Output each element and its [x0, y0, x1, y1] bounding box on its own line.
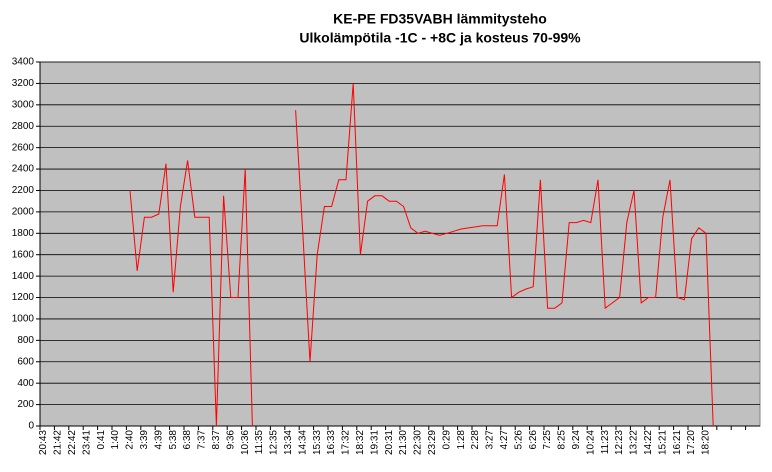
- x-tick-label: 11:23: [600, 430, 611, 455]
- x-tick-label: 18:20: [701, 430, 712, 455]
- x-tick-label: 21:30: [398, 430, 409, 455]
- x-tick-label: 3:39: [139, 430, 150, 450]
- x-tick-label: 12:35: [269, 430, 280, 455]
- x-tick-label: 0:29: [441, 430, 452, 450]
- x-tick-label: 22:30: [413, 430, 424, 455]
- x-tick-label: 11:35: [254, 430, 265, 455]
- x-tick-label: 0:41: [96, 430, 107, 450]
- x-tick-label: 2:28: [470, 430, 481, 450]
- y-tick-label: 200: [17, 399, 34, 410]
- x-tick-label: 21:42: [53, 430, 64, 455]
- y-tick-label: 0: [28, 421, 34, 432]
- y-tick-label: 2600: [12, 142, 35, 153]
- x-tick-label: 10:36: [240, 430, 251, 455]
- x-tick-label: 8:25: [557, 430, 568, 450]
- y-tick-label: 1000: [12, 314, 35, 325]
- x-tick-label: 8:37: [211, 430, 222, 450]
- x-tick-label: 9:36: [225, 430, 236, 450]
- y-tick-label: 2800: [12, 121, 35, 132]
- x-tick-label: 2:40: [125, 430, 136, 450]
- x-tick-label: 15:33: [312, 430, 323, 455]
- chart-subtitle: Ulkolämpötila -1C - +8C ja kosteus 70-99…: [299, 30, 581, 46]
- y-tick-label: 2200: [12, 185, 35, 196]
- x-tick-label: 13:34: [283, 430, 294, 455]
- x-tick-label: 7:37: [197, 430, 208, 450]
- x-tick-label: 18:32: [355, 430, 366, 455]
- x-tick-label: 6:26: [528, 430, 539, 450]
- x-tick-label: 1:40: [110, 430, 121, 450]
- x-tick-label: 7:25: [542, 430, 553, 450]
- x-tick-label: 12:23: [614, 430, 625, 455]
- chart-title: KE-PE FD35VABH lämmitysteho: [333, 11, 547, 27]
- y-tick-label: 2400: [12, 164, 35, 175]
- y-tick-label: 400: [17, 378, 34, 389]
- x-tick-label: 1:28: [456, 430, 467, 450]
- x-tick-label: 4:27: [499, 430, 510, 450]
- x-tick-label: 6:38: [182, 430, 193, 450]
- y-tick-label: 2000: [12, 207, 35, 218]
- x-tick-label: 15:21: [657, 430, 668, 455]
- x-tick-label: 9:24: [571, 430, 582, 450]
- x-tick-label: 23:41: [81, 430, 92, 455]
- x-tick-label: 13:22: [629, 430, 640, 455]
- x-tick-label: 19:31: [369, 430, 380, 455]
- y-tick-label: 1800: [12, 228, 35, 239]
- x-tick-label: 20:31: [384, 430, 395, 455]
- x-tick-label: 14:22: [643, 430, 654, 455]
- x-tick-label: 16:21: [672, 430, 683, 455]
- y-tick-label: 3200: [12, 78, 35, 89]
- data-line: [129, 83, 714, 427]
- x-tick-label: 16:33: [326, 430, 337, 455]
- y-tick-label: 1400: [12, 271, 35, 282]
- x-tick-label: 17:20: [686, 430, 697, 455]
- x-tick-label: 17:32: [341, 430, 352, 455]
- x-tick-label: 20:43: [38, 430, 49, 455]
- y-tick-label: 3000: [12, 99, 35, 110]
- y-tick-label: 600: [17, 356, 34, 367]
- x-tick-label: 22:42: [67, 430, 78, 455]
- y-tick-label: 3400: [12, 57, 35, 68]
- x-tick-label: 14:34: [297, 430, 308, 455]
- x-tick-label: 23:29: [427, 430, 438, 455]
- y-tick-label: 1200: [12, 292, 35, 303]
- y-tick-label: 1600: [12, 249, 35, 260]
- x-tick-label: 5:26: [513, 430, 524, 450]
- x-tick-label: 4:39: [153, 430, 164, 450]
- x-tick-label: 3:27: [485, 430, 496, 450]
- x-tick-label: 5:38: [168, 430, 179, 450]
- x-tick-label: 10:24: [585, 430, 596, 455]
- y-tick-label: 800: [17, 335, 34, 346]
- plot-area: [39, 61, 761, 427]
